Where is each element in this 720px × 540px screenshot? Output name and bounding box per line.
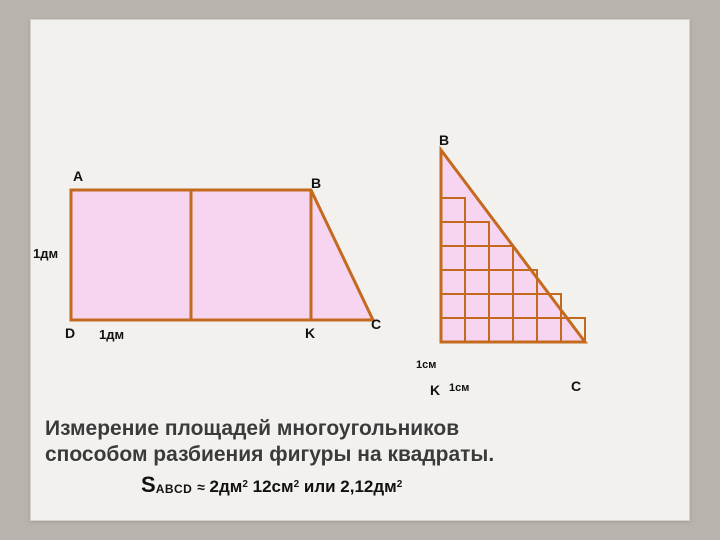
formula-abcd: ABCD — [156, 482, 193, 496]
dim-1dm-v: 1дм — [33, 246, 58, 261]
label-C-tri: C — [571, 378, 581, 394]
triangle-figure — [421, 140, 661, 400]
label-C-trap: C — [371, 316, 381, 332]
slide-title: Измерение площадей многоугольников спосо… — [45, 416, 685, 469]
title-line-1: Измерение площадей многоугольников — [45, 417, 459, 440]
formula-approx: ≈ — [197, 479, 205, 495]
slide-canvas: A B D K C 1дм 1дм B K C 1см 1см Измерени… — [30, 19, 690, 521]
formula-sq3: 2 — [397, 479, 403, 490]
area-formula: SABCD ≈ 2дм2 12см2 или 2,12дм2 — [141, 472, 402, 498]
label-D: D — [65, 325, 75, 341]
title-line-2: способом разбиения фигуры на квадраты. — [45, 443, 494, 466]
label-B-tri: B — [439, 132, 449, 148]
dim-1cm-h: 1см — [449, 382, 469, 394]
label-B-trap: B — [311, 175, 321, 191]
label-K-tri: K — [430, 382, 440, 398]
dim-1cm-v: 1см — [416, 359, 436, 371]
formula-p2: 12см — [248, 477, 294, 496]
formula-S: S — [141, 472, 156, 497]
dim-1dm-h: 1дм — [99, 327, 124, 342]
formula-p1: 2дм — [210, 477, 243, 496]
formula-or: или 2,12дм — [299, 477, 397, 496]
label-K-trap: K — [305, 325, 315, 341]
label-A: A — [73, 168, 83, 184]
